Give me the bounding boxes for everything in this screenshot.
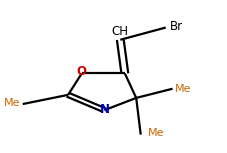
Text: Br: Br <box>170 20 183 32</box>
Text: Me: Me <box>175 84 191 94</box>
Text: Me: Me <box>148 128 164 138</box>
Text: N: N <box>99 103 109 116</box>
Text: CH: CH <box>112 25 129 38</box>
Text: Me: Me <box>4 97 20 108</box>
Text: O: O <box>77 65 87 78</box>
